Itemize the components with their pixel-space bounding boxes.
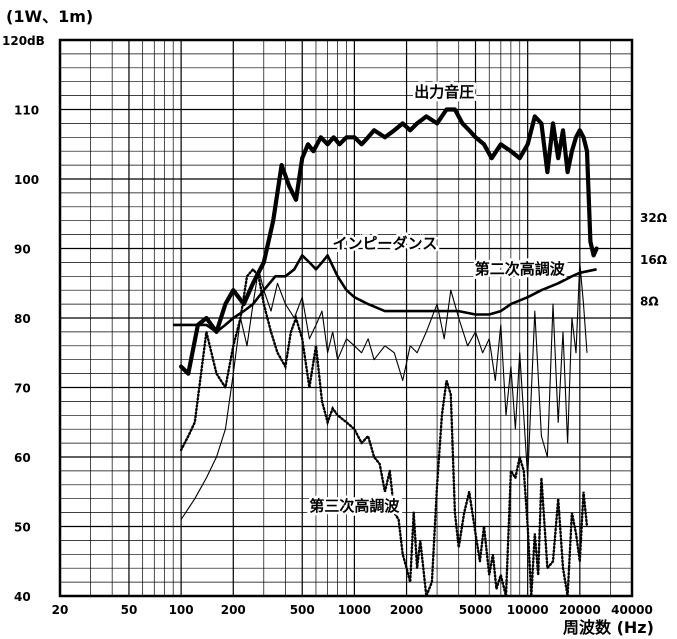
x-tick-label: 40000 <box>611 603 653 617</box>
series-layer <box>173 107 599 597</box>
y-tick-label: 60 <box>14 451 31 465</box>
x-tick-label: 1000 <box>338 603 371 617</box>
right-axis-label: 32Ω <box>640 211 667 225</box>
y-tick-label: 100 <box>14 173 39 187</box>
y-tick-label: 110 <box>14 104 39 118</box>
series-annotation: 出力音圧 <box>414 83 474 101</box>
x-tick-label: 5000 <box>459 603 492 617</box>
x-tick-label: 20 <box>52 603 69 617</box>
x-tick-label: 100 <box>169 603 194 617</box>
y-tick-label: 120dB <box>2 34 45 48</box>
y-tick-label: 90 <box>14 243 31 257</box>
series-line-1 <box>179 107 599 376</box>
x-tick-label: 50 <box>121 603 138 617</box>
x-tick-label: 10000 <box>507 603 549 617</box>
x-tick-label: 200 <box>221 603 246 617</box>
series-annotation: 第三次高調波 <box>309 497 400 515</box>
x-tick-label: 20000 <box>559 603 601 617</box>
y-tick-label: 50 <box>14 521 31 535</box>
series-line-4 <box>179 267 589 597</box>
grid <box>59 39 633 597</box>
y-tick-label: 70 <box>14 382 31 396</box>
x-tick-label: 2000 <box>390 603 423 617</box>
series-annotation: インピーダンス <box>333 235 438 253</box>
y-tick-label: 80 <box>14 312 31 326</box>
x-tick-label: 500 <box>290 603 315 617</box>
right-axis-label: 16Ω <box>640 253 667 267</box>
series-annotation: 第二次高調波 <box>475 260 566 278</box>
series-line-2 <box>173 254 597 334</box>
right-axis-label: 8Ω <box>640 295 659 309</box>
unit-note: (1W、1m) <box>6 7 93 26</box>
plot-frame <box>58 38 634 598</box>
x-axis-label: 周波数 (Hz) <box>563 618 654 637</box>
y-tick-label: 40 <box>14 590 31 604</box>
plot-border <box>58 38 634 598</box>
series-line-3 <box>180 261 588 520</box>
tick-labels: 20 50 100 200 500 1000 2000 5000 10000 20000 40000… <box>2 34 667 617</box>
